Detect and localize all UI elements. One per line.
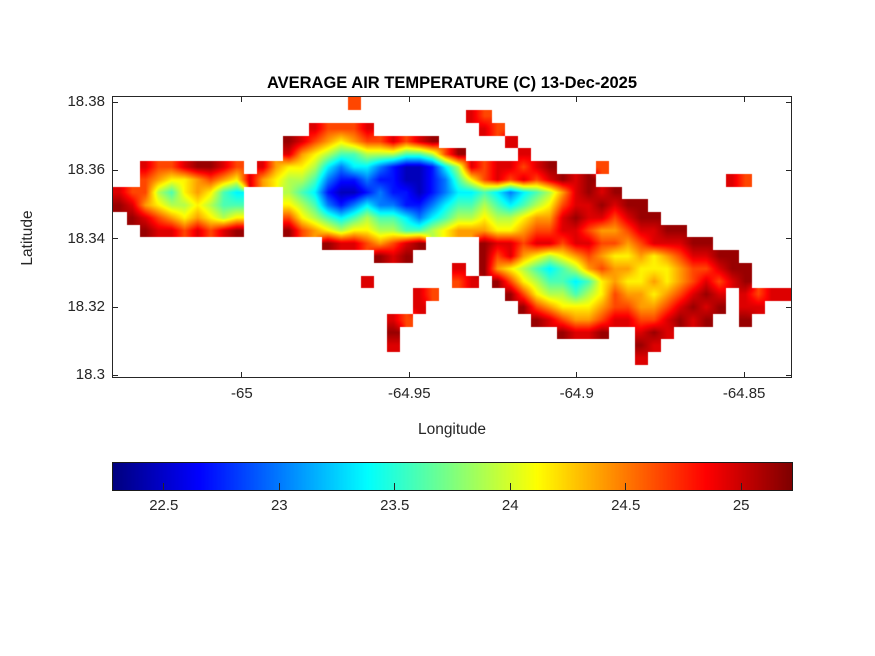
y-tick-label: 18.36 bbox=[67, 161, 105, 179]
x-axis-label: Longitude bbox=[417, 421, 487, 438]
y-tick-mark-right bbox=[786, 238, 791, 240]
colorbar bbox=[112, 462, 793, 491]
x-tick-mark-top bbox=[743, 97, 745, 102]
colorbar-tick-mark bbox=[394, 483, 396, 490]
colorbar-tick-mark bbox=[625, 483, 627, 490]
y-tick-mark-right bbox=[786, 374, 791, 376]
colorbar-tick-mark bbox=[509, 483, 511, 490]
colorbar-tick-mark bbox=[163, 483, 165, 490]
y-tick-mark bbox=[113, 101, 118, 103]
x-tick-mark-top bbox=[576, 97, 578, 102]
y-axis-label: Latitude bbox=[19, 210, 36, 266]
colorbar-tick-label: 23.5 bbox=[380, 497, 410, 514]
colorbar-tick-mark bbox=[740, 483, 742, 490]
temperature-heatmap-canvas bbox=[113, 97, 791, 377]
colorbar-tick-label: 25 bbox=[732, 497, 750, 514]
x-tick-label: -65 bbox=[231, 385, 253, 402]
y-tick-mark-right bbox=[786, 169, 791, 171]
colorbar-gradient-canvas bbox=[113, 463, 792, 490]
plot-title: AVERAGE AIR TEMPERATURE (C) 13-Dec-2025 bbox=[266, 74, 638, 92]
x-tick-mark bbox=[241, 372, 243, 377]
y-tick-mark bbox=[113, 169, 118, 171]
y-tick-label: 18.38 bbox=[67, 93, 105, 111]
y-tick-label: 18.32 bbox=[67, 298, 105, 315]
colorbar-tick-label: 23 bbox=[270, 497, 288, 514]
y-tick-label: 18.3 bbox=[75, 366, 105, 384]
y-tick-mark bbox=[113, 238, 118, 240]
colorbar-tick-label: 24 bbox=[501, 497, 519, 514]
x-tick-label: -64.85 bbox=[722, 385, 766, 402]
colorbar-tick-mark bbox=[278, 483, 280, 490]
y-tick-label: 18.34 bbox=[67, 229, 105, 247]
x-tick-mark-top bbox=[241, 97, 243, 102]
y-tick-mark-right bbox=[786, 101, 791, 103]
x-tick-mark-top bbox=[408, 97, 410, 102]
y-tick-mark-right bbox=[786, 306, 791, 308]
x-tick-mark bbox=[743, 372, 745, 377]
y-tick-mark bbox=[113, 374, 118, 376]
colorbar-tick-label: 22.5 bbox=[149, 497, 179, 514]
plot-area bbox=[112, 96, 792, 378]
x-tick-label: -64.9 bbox=[559, 385, 594, 402]
x-tick-mark bbox=[408, 372, 410, 377]
x-tick-mark bbox=[576, 372, 578, 377]
y-tick-mark bbox=[113, 306, 118, 308]
x-tick-label: -64.95 bbox=[388, 385, 431, 402]
colorbar-tick-label: 24.5 bbox=[611, 497, 641, 514]
